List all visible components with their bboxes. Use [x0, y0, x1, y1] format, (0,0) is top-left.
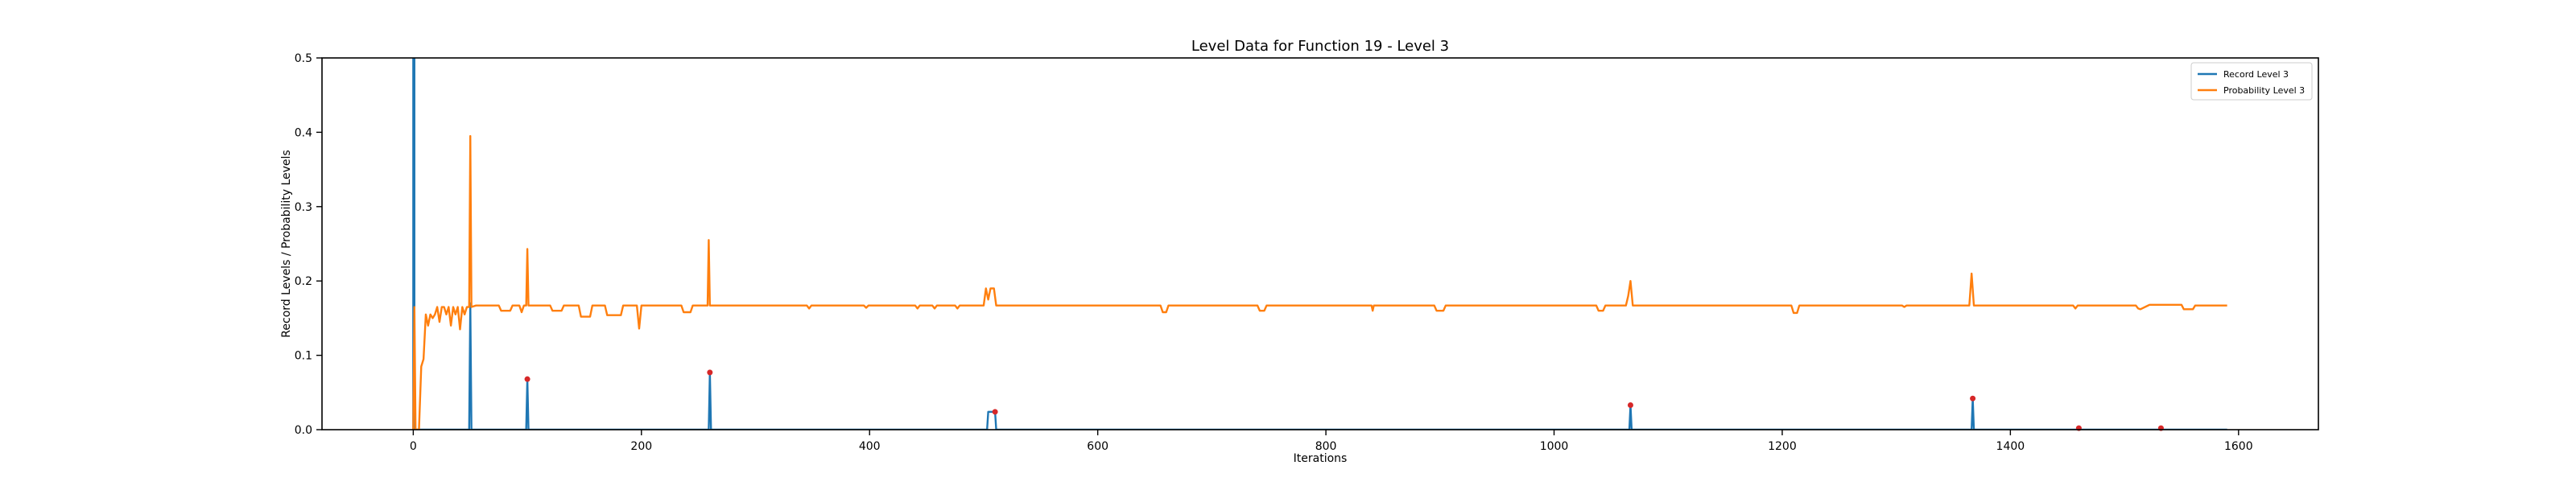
chart-title: Level Data for Function 19 - Level 3 — [1191, 38, 1449, 55]
data-marker — [992, 409, 998, 415]
legend-box — [2190, 62, 2313, 101]
x-tick-label: 1200 — [1768, 440, 1797, 453]
x-tick-label: 1600 — [2224, 440, 2253, 453]
y-tick-label: 0.2 — [295, 275, 312, 288]
plot-frame — [321, 57, 2319, 430]
data-marker — [707, 369, 713, 376]
x-axis-label: Iterations — [1294, 452, 1348, 465]
x-tick-label: 800 — [1315, 440, 1337, 453]
x-tick-label: 600 — [1087, 440, 1108, 453]
y-tick-label: 0.5 — [295, 52, 312, 65]
series-layer — [412, 58, 2227, 430]
data-marker — [524, 376, 530, 382]
marker-layer — [524, 369, 2164, 431]
y-tick-label: 0.3 — [295, 201, 312, 214]
y-axis-label: Record Levels / Probability Levels — [280, 150, 293, 337]
legend-label: Record Level 3 — [2223, 69, 2289, 80]
legend-label: Probability Level 3 — [2223, 85, 2305, 96]
series-line-2 — [412, 134, 2227, 430]
data-marker — [1970, 395, 1976, 402]
x-tick-label: 1000 — [1540, 440, 1569, 453]
y-tick-label: 0.4 — [295, 126, 312, 139]
x-tick-label: 1400 — [1996, 440, 2025, 453]
y-tick-label: 0.0 — [295, 424, 312, 437]
axes-layer: 0 200 400 600 800 1000 1200 1400 1600 0.0 0.1 0.2 0.… — [295, 52, 2319, 453]
legend: Record Level 3 Probability Level 3 — [2190, 62, 2313, 101]
series-line-1 — [412, 58, 2227, 430]
data-marker — [1627, 402, 1633, 409]
x-tick-label: 200 — [630, 440, 652, 453]
y-tick-label: 0.1 — [295, 350, 312, 363]
x-tick-label: 0 — [410, 440, 417, 453]
x-tick-label: 400 — [859, 440, 881, 453]
